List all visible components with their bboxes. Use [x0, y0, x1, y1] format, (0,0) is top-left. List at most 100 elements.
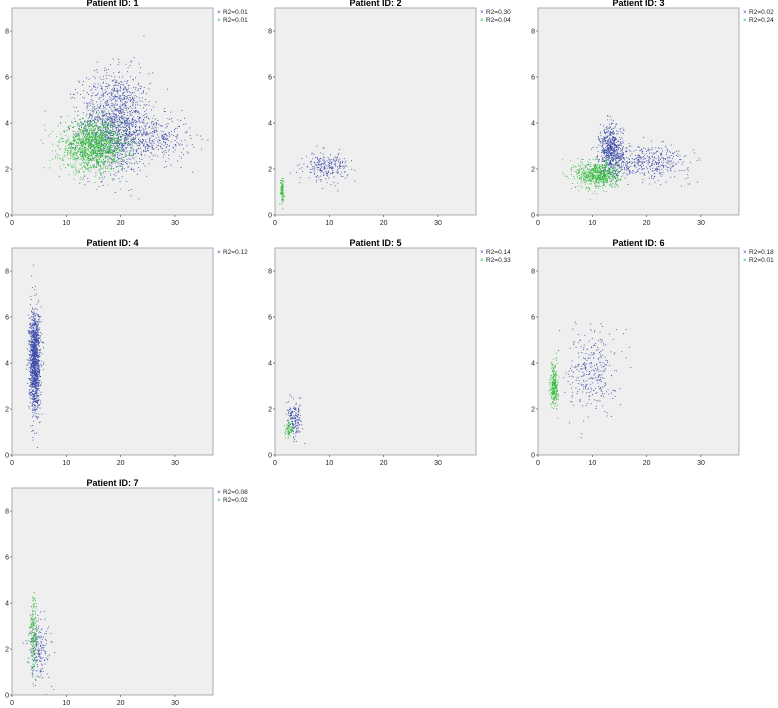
- data-point: [617, 141, 618, 142]
- data-point: [87, 153, 88, 154]
- data-point: [106, 119, 107, 120]
- data-point: [328, 172, 329, 173]
- data-point: [151, 133, 152, 134]
- data-point: [137, 149, 138, 150]
- data-point: [153, 124, 154, 125]
- data-point: [159, 124, 160, 125]
- data-point: [133, 125, 134, 126]
- data-point: [58, 125, 59, 126]
- data-point: [344, 158, 345, 159]
- data-point: [67, 141, 68, 142]
- data-point: [98, 127, 99, 128]
- data-point: [89, 171, 90, 172]
- data-point: [60, 139, 61, 140]
- data-point: [125, 135, 126, 136]
- data-point: [59, 148, 60, 149]
- data-point: [94, 152, 95, 153]
- data-point: [110, 126, 111, 127]
- data-point: [87, 145, 88, 146]
- data-point: [105, 153, 106, 154]
- data-point: [124, 92, 125, 93]
- data-point: [112, 81, 113, 82]
- data-point: [122, 159, 123, 160]
- data-point: [89, 160, 90, 161]
- data-point: [90, 143, 91, 144]
- data-point: [593, 159, 594, 160]
- data-point: [106, 121, 107, 122]
- data-point: [106, 113, 107, 114]
- data-point: [108, 112, 109, 113]
- data-point: [130, 136, 131, 137]
- data-point: [120, 141, 121, 142]
- data-point: [613, 134, 614, 135]
- data-point: [136, 96, 137, 97]
- data-point: [338, 161, 339, 162]
- data-point: [100, 173, 101, 174]
- data-point: [125, 64, 126, 65]
- data-point: [610, 134, 611, 135]
- data-point: [112, 105, 113, 106]
- data-point: [609, 164, 610, 165]
- data-point: [156, 130, 157, 131]
- data-point: [116, 128, 117, 129]
- data-point: [121, 159, 122, 160]
- data-point: [166, 152, 167, 153]
- data-point: [629, 170, 630, 171]
- data-point: [97, 162, 98, 163]
- data-point: [91, 101, 92, 102]
- data-point: [661, 157, 662, 158]
- data-point: [100, 101, 101, 102]
- data-point: [135, 89, 136, 90]
- data-point: [98, 115, 99, 116]
- data-point: [106, 75, 107, 76]
- data-point: [106, 70, 107, 71]
- data-point: [133, 99, 134, 100]
- data-point: [607, 136, 608, 137]
- data-point: [87, 103, 88, 104]
- data-point: [618, 133, 619, 134]
- data-point: [665, 158, 666, 159]
- data-point: [93, 100, 94, 101]
- data-point: [335, 157, 336, 158]
- data-point: [596, 172, 597, 173]
- data-point: [102, 115, 103, 116]
- data-point: [72, 143, 73, 144]
- data-point: [659, 169, 660, 170]
- data-point: [116, 130, 117, 131]
- data-point: [95, 136, 96, 137]
- data-point: [116, 142, 117, 143]
- data-point: [109, 123, 110, 124]
- data-point: [618, 156, 619, 157]
- x-tick-label: 10: [325, 220, 333, 227]
- data-point: [588, 174, 589, 175]
- data-point: [83, 156, 84, 157]
- data-point: [67, 130, 68, 131]
- data-point: [128, 141, 129, 142]
- data-point: [601, 146, 602, 147]
- data-point: [120, 81, 121, 82]
- data-point: [314, 169, 315, 170]
- data-point: [132, 101, 133, 102]
- data-point: [324, 160, 325, 161]
- data-point: [77, 151, 78, 152]
- data-point: [41, 140, 42, 141]
- data-point: [614, 152, 615, 153]
- data-point: [324, 147, 325, 148]
- data-point: [114, 151, 115, 152]
- data-point: [164, 108, 165, 109]
- data-point: [669, 162, 670, 163]
- data-point: [602, 165, 603, 166]
- data-point: [668, 167, 669, 168]
- data-point: [102, 155, 103, 156]
- data-point: [135, 142, 136, 143]
- data-point: [76, 136, 77, 137]
- data-point: [103, 108, 104, 109]
- data-point: [138, 198, 139, 199]
- data-point: [614, 143, 615, 144]
- legend-marker: ×: [217, 9, 221, 16]
- data-point: [101, 143, 102, 144]
- data-point: [121, 127, 122, 128]
- data-point: [78, 131, 79, 132]
- data-point: [679, 170, 680, 171]
- data-point: [107, 130, 108, 131]
